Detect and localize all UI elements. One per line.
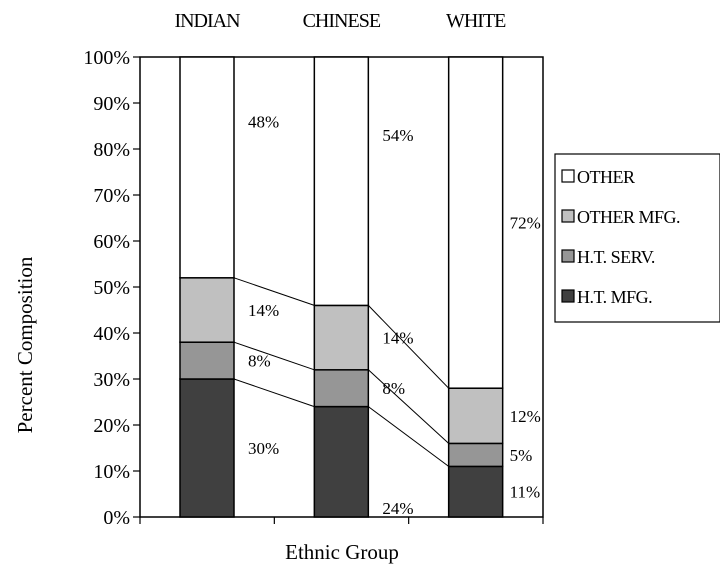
plot-area: 0% 10% 20% 30% 40% 50% 60% 70% 80% 90% 100% INDIAN C… [83, 10, 544, 529]
y-axis-title: Percent Composition [13, 256, 37, 433]
legend-entry-label: H.T. SERV. [577, 247, 655, 267]
bar-segment-indian-3 [179, 56, 235, 279]
bar-segment-chinese-0 [313, 405, 370, 518]
series-connector-line [233, 378, 315, 408]
legend-swatch [561, 169, 575, 183]
data-label: 48% [248, 112, 279, 131]
legend-entry-label: OTHER MFG. [577, 207, 680, 227]
data-label: 72% [510, 214, 541, 233]
data-label: 5% [510, 446, 533, 465]
data-label: 24% [382, 499, 413, 518]
y-tick-label: 60% [93, 231, 130, 253]
data-label: 8% [248, 352, 271, 371]
series-connector-line [233, 277, 315, 306]
legend-swatch [561, 209, 575, 223]
data-label: 14% [248, 301, 279, 320]
y-tick-label: 90% [93, 93, 130, 115]
y-tick-label: 20% [93, 415, 130, 437]
y-tick-label: 80% [93, 139, 130, 161]
series-connector-line [233, 341, 315, 371]
x-axis-title: Ethnic Group [285, 540, 399, 564]
bar-segment-indian-0 [179, 378, 235, 518]
legend-entry-label: H.T. MFG. [577, 287, 652, 307]
bar-segment-indian-2 [179, 277, 235, 343]
data-label: 11% [510, 483, 541, 502]
category-label: WHITE [446, 10, 506, 32]
y-tick-label: 40% [93, 323, 130, 345]
bar-segment-white-3 [447, 56, 504, 389]
legend: OTHER OTHER MFG. H.T. SERV. H.T. MFG. [554, 153, 720, 323]
data-label: 14% [382, 329, 413, 348]
legend-swatch [561, 289, 575, 303]
y-tick-label: 100% [83, 47, 130, 69]
y-tick-label: 70% [93, 185, 130, 207]
category-label: INDIAN [174, 10, 240, 32]
data-label: 30% [248, 439, 279, 458]
data-label: 8% [382, 379, 405, 398]
data-label: 54% [382, 126, 413, 145]
series-connector-line [367, 369, 450, 444]
y-tick-label: 10% [93, 461, 130, 483]
series-connector-line [368, 406, 449, 467]
bar-segment-white-1 [447, 442, 504, 468]
bar-segment-white-0 [447, 465, 504, 518]
legend-box [554, 153, 720, 323]
y-tick-label: 50% [93, 277, 130, 299]
series-connector-line [367, 305, 450, 389]
y-tick-label: 0% [103, 507, 130, 529]
y-tick-label: 30% [93, 369, 130, 391]
data-label: 12% [510, 407, 541, 426]
bar-segment-white-2 [447, 387, 504, 445]
bar-segment-chinese-2 [313, 304, 370, 371]
legend-swatch [561, 249, 575, 263]
bar-segment-chinese-1 [313, 369, 370, 408]
bar-segment-indian-1 [179, 341, 235, 380]
bar-segment-chinese-3 [313, 56, 370, 307]
legend-entry-label: OTHER [577, 167, 635, 187]
category-label: CHINESE [303, 10, 381, 32]
